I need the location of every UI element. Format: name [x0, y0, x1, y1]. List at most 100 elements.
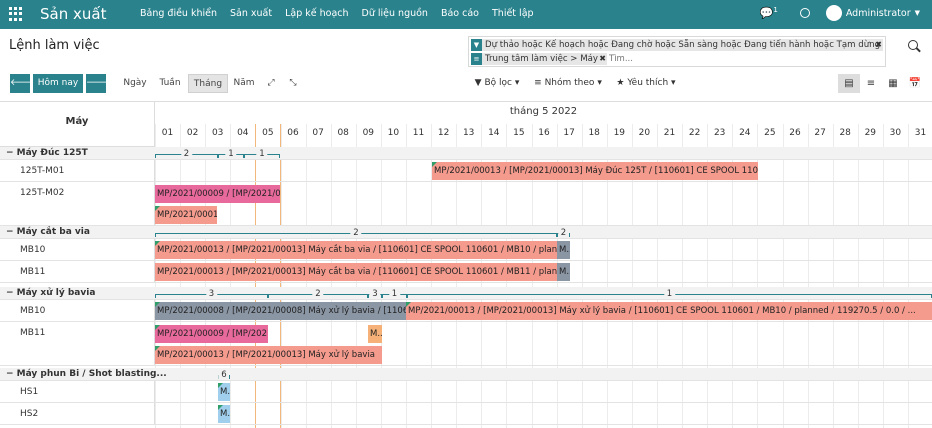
day-label: 22 — [688, 128, 701, 138]
gantt-resource-row: MB11 MP/2021/00013 / [MP/2021/00013] Máy … — [0, 261, 932, 283]
gantt-aggregate-count: 2 — [312, 289, 324, 299]
gantt-resource-row: MB10 MP/2021/00013 / [MP/2021/00013] Máy … — [0, 239, 932, 261]
gantt-pill[interactable]: M... — [218, 383, 230, 401]
star-icon: ★ — [616, 78, 625, 88]
gantt-pill[interactable]: M... — [368, 325, 382, 343]
day-label: 24 — [739, 128, 751, 138]
today-button[interactable]: Hôm nay — [33, 74, 83, 93]
gantt-pill[interactable]: MP/2021/00013 / [MP/2021/00013] Máy xử l… — [406, 302, 932, 320]
gantt-aggregate-bracket: 3 — [155, 289, 268, 302]
chevron-down-icon[interactable]: ▼ — [914, 9, 920, 17]
gantt-group-row[interactable]: − Máy phun Bi / Shot blasting... 6 — [0, 368, 932, 381]
gantt-row-label: HS2 — [20, 409, 39, 419]
day-label: 21 — [663, 128, 676, 138]
gantt-pill[interactable]: M... — [218, 405, 230, 423]
menu-item-dashboard[interactable]: Bảng điều khiển — [140, 8, 217, 19]
day-label: 04 — [237, 128, 249, 138]
gantt-row-header — [0, 261, 155, 282]
filter-dropdown-button[interactable]: ▼ Bộ lọc ▾ — [474, 78, 520, 88]
chat-icon[interactable]: 💬1 — [759, 6, 778, 20]
day-label: 11 — [412, 128, 425, 138]
search-facet-status[interactable]: ▼ Dự thảo hoặc Kế hoạch hoặc Đang chờ hoặ… — [471, 39, 883, 51]
next-button[interactable]: 🡒 — [86, 74, 110, 93]
gantt-pill[interactable]: MP/2021/00013 / [MP/2021/00013] Máy xử l… — [155, 346, 382, 364]
gantt-pill[interactable]: MP/2021/00013 / [MP/2021/00013] Máy Đúc … — [432, 162, 758, 180]
app-title[interactable]: Sản xuất — [40, 5, 107, 23]
search-facet-group[interactable]: ≡ Trung tâm làm việc > Máy ✖ — [471, 53, 607, 65]
gantt-group-label[interactable]: − Máy cắt ba via — [6, 227, 90, 237]
gantt-row-label: HS1 — [20, 387, 39, 397]
menu-item-settings[interactable]: Thiết lập — [492, 8, 534, 19]
search-input[interactable] — [609, 53, 729, 65]
expand-icon[interactable]: ⤢ — [267, 78, 275, 88]
gantt-group-label[interactable]: − Máy phun Bi / Shot blasting... — [6, 369, 167, 379]
gantt-pill[interactable]: MP/2021/00009 / [MP/2021/00009] — [155, 325, 268, 343]
filter-icon: ▼ — [471, 39, 482, 51]
gantt-pill[interactable]: MP/2021/00013 — [155, 206, 217, 224]
close-icon[interactable]: ✖ — [875, 40, 882, 49]
menu-item-planning[interactable]: Lập kế hoạch — [285, 8, 349, 19]
gantt-group-label[interactable]: − Máy xử lý bavia — [6, 288, 96, 298]
activity-clock-icon[interactable] — [799, 8, 810, 18]
gantt-pill[interactable]: MP/2021/00013 / [MP/2021/00013] Máy cắt … — [155, 263, 557, 281]
day-label: 15 — [513, 128, 525, 138]
gantt-aggregate-bracket: 2 — [557, 228, 570, 241]
avatar[interactable] — [825, 5, 842, 21]
day-label: 08 — [337, 128, 349, 138]
collapse-icon[interactable]: ⤡ — [289, 78, 297, 88]
day-label: 25 — [764, 128, 776, 138]
calendar-view-icon[interactable]: 📅 — [908, 78, 922, 89]
previous-button[interactable]: 🡐 — [10, 74, 34, 93]
gantt-group-label[interactable]: − Máy Đúc 125T — [6, 148, 88, 158]
gantt-row-label: MB10 — [20, 306, 46, 316]
gantt-pill[interactable]: MP/2021/00009 / [MP/2021/00009] Máy Đúc … — [155, 185, 280, 203]
apps-menu-icon[interactable] — [9, 7, 23, 21]
menu-item-master-data[interactable]: Dữ liệu nguồn — [361, 8, 428, 19]
gantt-view-icon[interactable]: ▤ — [838, 74, 860, 93]
day-column — [807, 124, 809, 428]
search-icon[interactable] — [908, 40, 918, 50]
gantt-resource-row: HS2 M... — [0, 403, 932, 425]
gantt-pill[interactable]: MP/2021/00013 / [MP/2021/00013] Máy cắt … — [155, 241, 557, 259]
page-title: Lệnh làm việc — [9, 38, 100, 53]
day-label: 31 — [914, 128, 927, 138]
gantt-resource-row: 125T-M02 MP/2021/00009 / [MP/2021/00009] … — [0, 182, 932, 226]
gantt-group-row[interactable]: − Máy Đúc 125T 2 1 1 — [0, 147, 932, 160]
gantt-group-row[interactable]: − Máy xử lý bavia 3 2 3 1 1 — [0, 287, 932, 300]
day-label: 20 — [638, 128, 651, 138]
scale-month-button[interactable]: Tháng — [188, 74, 228, 93]
gantt-group-row[interactable]: − Máy cắt ba via 2 2 — [0, 226, 932, 239]
caret-down-icon: ▾ — [597, 78, 602, 88]
gantt-aggregate-count: 1 — [225, 149, 237, 159]
gantt-row-header — [0, 300, 155, 321]
gantt-row-label: MB11 — [20, 267, 46, 277]
gantt-pill[interactable]: M... — [557, 263, 570, 281]
filter-icon: ▼ — [474, 78, 482, 88]
scale-year-button[interactable]: Năm — [233, 78, 255, 88]
gantt-pill[interactable]: M... — [557, 241, 570, 259]
close-icon[interactable]: ✖ — [599, 54, 606, 63]
gantt-row-header — [0, 182, 155, 225]
menu-item-reports[interactable]: Báo cáo — [440, 8, 479, 19]
list-view-icon[interactable]: ≡ — [866, 78, 876, 89]
day-column — [832, 124, 834, 428]
day-label: 12 — [437, 128, 450, 138]
gantt-aggregate-count: 2 — [350, 228, 362, 238]
day-label: 06 — [287, 128, 299, 138]
search-bar[interactable]: ▼ Dự thảo hoặc Kế hoạch hoặc Đang chờ hoặ… — [468, 36, 886, 67]
scale-week-button[interactable]: Tuần — [159, 78, 181, 88]
user-menu[interactable]: Administrator — [845, 7, 911, 19]
favorites-dropdown-button[interactable]: ★ Yêu thích ▾ — [616, 78, 676, 88]
scale-day-button[interactable]: Ngày — [123, 78, 147, 88]
day-label: 09 — [362, 128, 375, 138]
day-column — [757, 124, 759, 428]
gantt-pill[interactable]: MP/2021/00008 / [MP/2021/00008] Máy xử l… — [155, 302, 406, 320]
gantt-resource-row: 125T-M01 MP/2021/00013 / [MP/2021/00013] … — [0, 160, 932, 182]
group-by-icon: ≡ — [471, 53, 482, 65]
kanban-view-icon[interactable]: ▦ — [888, 78, 898, 89]
day-label: 19 — [613, 128, 626, 138]
gantt-aggregate-bracket: 2 — [155, 228, 557, 241]
groupby-dropdown-button[interactable]: ≡ Nhóm theo ▾ — [534, 78, 602, 88]
gantt-aggregate-count: 3 — [369, 289, 381, 299]
menu-item-production[interactable]: Sản xuất — [230, 8, 273, 19]
